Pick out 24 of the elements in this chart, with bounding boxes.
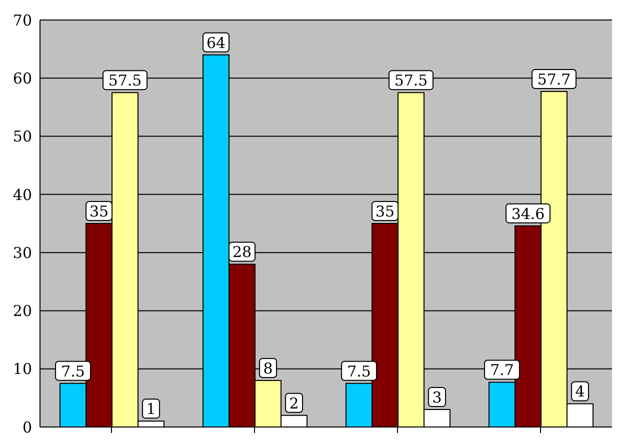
data-label: 7.7 [490,361,514,380]
data-label: 57.5 [108,72,142,90]
data-label: 57.5 [394,72,428,90]
data-label: 4 [575,382,585,401]
y-tick-label: 60 [12,69,32,88]
data-label: 3 [432,388,442,407]
data-label: 8 [263,359,273,378]
y-tick-label: 40 [12,186,32,204]
data-label: 34.6 [511,204,545,223]
data-label: 1 [146,400,156,418]
y-tick-label: 70 [12,11,32,30]
y-tick-label: 50 [12,128,32,146]
data-label: 2 [289,394,299,412]
y-tick-label: 10 [12,360,32,378]
y-tick-label: 0 [22,418,32,436]
data-label: 64 [206,34,226,52]
y-tick-label: 30 [12,244,32,262]
data-label: 35 [375,202,395,220]
data-label: 35 [89,202,109,220]
data-label: 7.5 [61,362,85,380]
data-label: 57.7 [537,70,571,89]
y-tick-label: 20 [12,302,32,320]
data-label: 28 [232,243,252,262]
data-label: 7.5 [347,362,371,380]
